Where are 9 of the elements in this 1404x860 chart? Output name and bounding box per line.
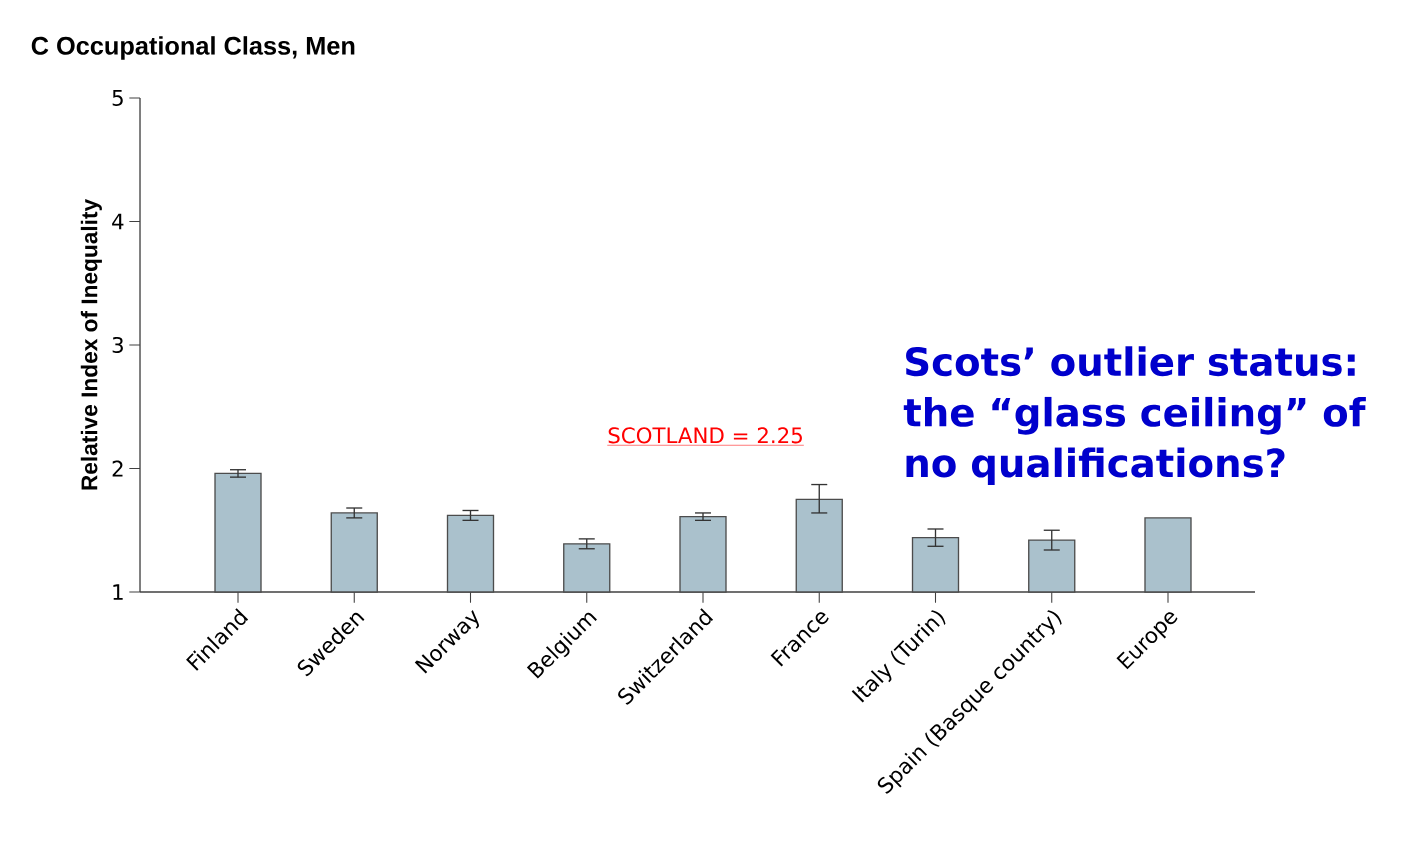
y-tick-label: 4 xyxy=(112,213,124,230)
y-tick-label: 1 xyxy=(113,584,123,600)
y-tick-label: 5 xyxy=(112,90,123,106)
y-tick-label: 2 xyxy=(112,460,123,477)
chart-title: C Occupational Class, Men xyxy=(31,36,355,60)
annotation: SCOTLAND = 2.25 xyxy=(608,427,802,444)
y-tick-label: 3 xyxy=(112,336,123,354)
annotation: Scots’ outlier status: the “glass ceiling” of no qualifications? xyxy=(903,346,1366,486)
y-axis-title: Relative Index of Inequality xyxy=(80,199,102,490)
